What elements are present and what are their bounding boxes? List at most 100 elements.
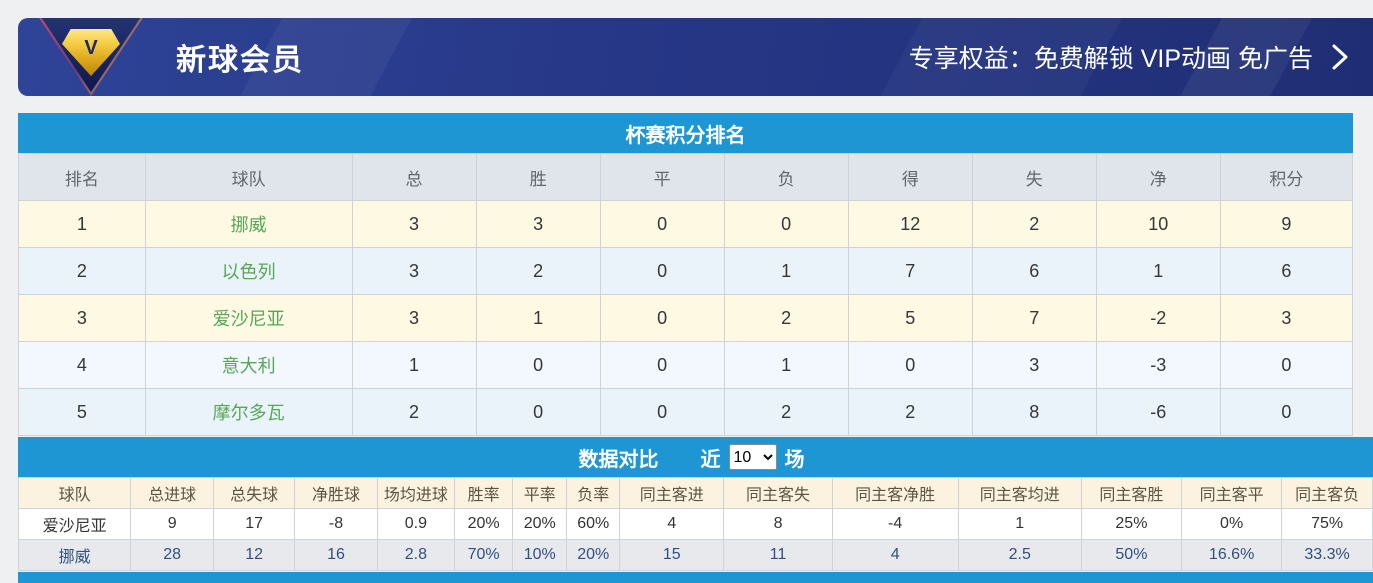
banner-streak: [863, 18, 1133, 96]
stat-cell: 70%: [453, 539, 514, 571]
win-cell: 0: [475, 341, 601, 389]
gd-cell: -3: [1095, 341, 1221, 389]
comparison-row: 爱沙尼亚 9 17 -8 0.9 20% 20% 60% 4 8 -4 1 25…: [17, 508, 1373, 540]
ga-cell: 7: [971, 294, 1097, 342]
stat-cell: 16: [294, 539, 378, 571]
col-rank: 排名: [18, 153, 146, 201]
gd-cell: 1: [1095, 247, 1221, 295]
total-cell: 3: [351, 200, 477, 248]
stat-cell: 20%: [512, 508, 568, 540]
gd-cell: 10: [1095, 200, 1221, 248]
gf-cell: 12: [847, 200, 973, 248]
win-cell: 3: [475, 200, 601, 248]
total-cell: 2: [351, 388, 477, 436]
stat-cell: 25%: [1080, 508, 1183, 540]
col-goal-diff: 净: [1095, 153, 1221, 201]
stat-cell: 17: [212, 508, 296, 540]
team-link[interactable]: 以色列: [144, 247, 353, 295]
team-link[interactable]: 意大利: [144, 341, 353, 389]
col-goal-diff: 净胜球: [294, 477, 378, 509]
pts-cell: 9: [1219, 200, 1354, 248]
gf-cell: 2: [847, 388, 973, 436]
comparison-title-bar: 数据对比 近 10 场: [18, 437, 1373, 477]
loss-cell: 2: [723, 294, 849, 342]
col-samevenue-win: 同主客胜: [1080, 477, 1183, 509]
win-cell: 2: [475, 247, 601, 295]
col-samevenue-loss: 同主客负: [1281, 477, 1373, 509]
draw-cell: 0: [599, 200, 725, 248]
col-samevenue-goals: 同主客进: [619, 477, 725, 509]
draw-cell: 0: [599, 388, 725, 436]
col-goals-against: 失: [971, 153, 1097, 201]
comparison-row: 挪威 28 12 16 2.8 70% 10% 20% 15 11 4 2.5 …: [17, 539, 1373, 571]
col-avg-goals: 场均进球: [376, 477, 455, 509]
pts-cell: 3: [1219, 294, 1354, 342]
pts-cell: 0: [1219, 341, 1354, 389]
comparison-title: 数据对比: [578, 448, 659, 471]
gf-cell: 0: [847, 341, 973, 389]
ga-cell: 8: [971, 388, 1097, 436]
chevron-right-icon[interactable]: [1331, 42, 1349, 72]
stat-cell: 11: [723, 539, 833, 571]
col-team: 球队: [17, 477, 132, 509]
stat-cell: 0.9: [376, 508, 455, 540]
standings-table: 排名 球队 总 胜 平 负 得 失 净 积分 1 挪威 3 3 0 0 12 2…: [18, 153, 1354, 436]
col-total-goals: 总进球: [130, 477, 214, 509]
team-cell: 爱沙尼亚: [17, 508, 132, 540]
col-goals-for: 得: [847, 153, 973, 201]
total-cell: 3: [351, 247, 477, 295]
next-section-bar: [18, 572, 1373, 583]
gd-cell: -2: [1095, 294, 1221, 342]
col-samevenue-avg: 同主客均进: [957, 477, 1082, 509]
team-link[interactable]: 挪威: [144, 200, 353, 248]
standings-header-row: 排名 球队 总 胜 平 负 得 失 净 积分: [18, 153, 1354, 201]
recent-count-select[interactable]: 10: [728, 444, 777, 470]
team-link[interactable]: 摩尔多瓦: [144, 388, 353, 436]
total-cell: 3: [351, 294, 477, 342]
rank-cell: 5: [18, 388, 146, 436]
stat-cell: 8: [723, 508, 833, 540]
vip-diamond-letter: V: [84, 37, 98, 59]
recent-prefix-label: 近: [700, 448, 721, 471]
stat-cell: 20%: [566, 539, 621, 571]
team-cell: 挪威: [17, 539, 132, 571]
gd-cell: -6: [1095, 388, 1221, 436]
stat-cell: 12: [212, 539, 296, 571]
stat-cell: -4: [831, 508, 959, 540]
standings-row: 4 意大利 1 0 0 1 0 3 -3 0: [18, 341, 1354, 389]
standings-title-bar: 杯赛积分排名: [18, 113, 1353, 153]
stat-cell: 2.5: [957, 539, 1082, 571]
draw-cell: 0: [599, 294, 725, 342]
win-cell: 1: [475, 294, 601, 342]
stat-cell: 1: [957, 508, 1082, 540]
loss-cell: 1: [723, 341, 849, 389]
ga-cell: 3: [971, 341, 1097, 389]
col-loss: 负: [723, 153, 849, 201]
banner-benefits[interactable]: 专享权益：免费解锁 VIP动画 免广告: [909, 39, 1373, 75]
col-points: 积分: [1219, 153, 1354, 201]
total-cell: 1: [351, 341, 477, 389]
stat-cell: 20%: [453, 508, 514, 540]
col-samevenue-conceded: 同主客失: [723, 477, 833, 509]
vip-banner[interactable]: V 新球会员 专享权益：免费解锁 VIP动画 免广告: [18, 18, 1373, 96]
rank-cell: 3: [18, 294, 146, 342]
stat-cell: 9: [130, 508, 214, 540]
loss-cell: 0: [723, 200, 849, 248]
stat-cell: 4: [831, 539, 959, 571]
col-win-rate: 胜率: [453, 477, 514, 509]
stat-cell: 50%: [1080, 539, 1183, 571]
stat-cell: 10%: [512, 539, 568, 571]
stat-cell: 15: [619, 539, 725, 571]
col-draw-rate: 平率: [512, 477, 568, 509]
rank-cell: 1: [18, 200, 146, 248]
pts-cell: 6: [1219, 247, 1354, 295]
stat-cell: 0%: [1181, 508, 1283, 540]
stat-cell: 28: [130, 539, 214, 571]
col-draw: 平: [599, 153, 725, 201]
rank-cell: 2: [18, 247, 146, 295]
loss-cell: 2: [723, 388, 849, 436]
team-link[interactable]: 爱沙尼亚: [144, 294, 353, 342]
stat-cell: 75%: [1281, 508, 1373, 540]
col-loss-rate: 负率: [566, 477, 621, 509]
standings-row: 1 挪威 3 3 0 0 12 2 10 9: [18, 200, 1354, 248]
